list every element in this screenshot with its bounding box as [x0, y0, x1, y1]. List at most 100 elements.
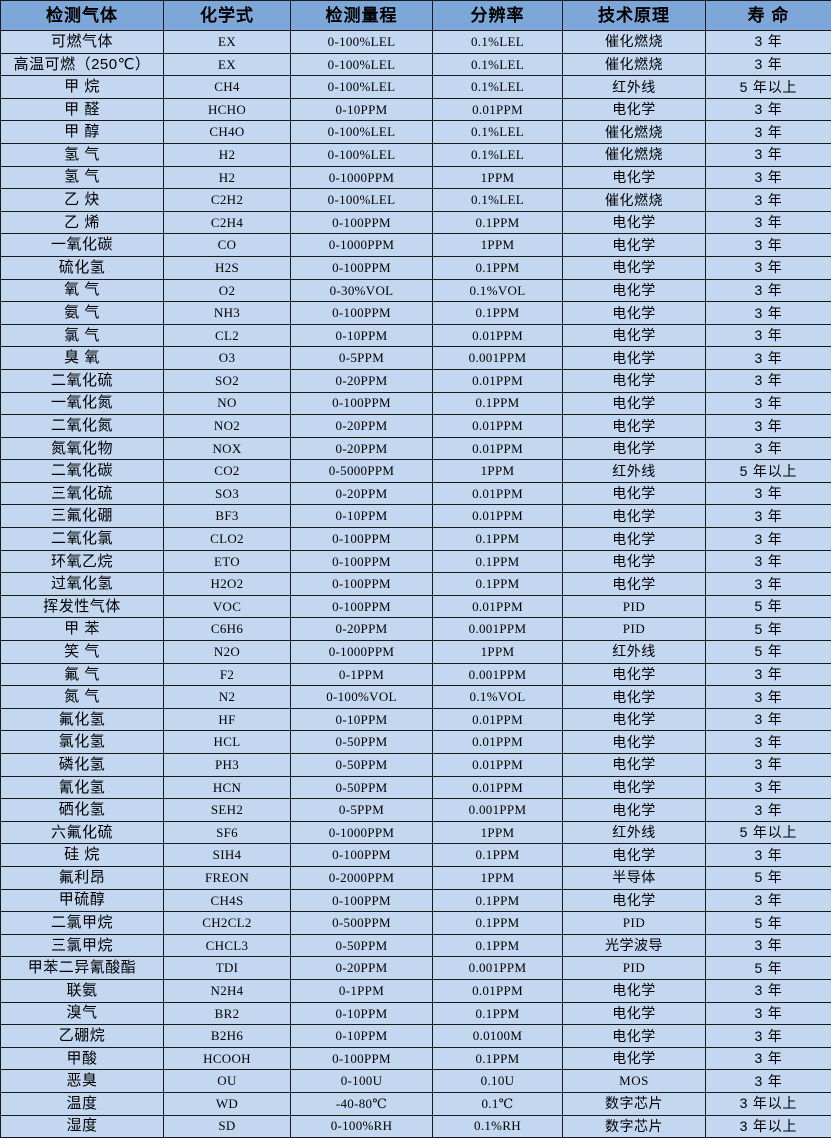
cell-principle: 电化学: [563, 663, 706, 686]
cell-resolution: 1PPM: [433, 866, 563, 889]
cell-principle: 半导体: [563, 866, 706, 889]
cell-resolution: 0.01PPM: [433, 415, 563, 438]
cell-range: 0-50PPM: [291, 754, 433, 777]
cell-principle: 电化学: [563, 528, 706, 551]
cell-life: 3 年: [706, 324, 831, 347]
cell-range: 0-10PPM: [291, 708, 433, 731]
cell-gas: 硅 烷: [1, 844, 164, 867]
cell-life: 3 年: [706, 708, 831, 731]
cell-life: 5 年: [706, 866, 831, 889]
cell-range: 0-5PPM: [291, 799, 433, 822]
cell-principle: 催化燃烧: [563, 189, 706, 212]
cell-life: 3 年: [706, 550, 831, 573]
cell-gas: 二氯甲烷: [1, 912, 164, 935]
cell-gas: 氯 气: [1, 324, 164, 347]
cell-gas: 氢 气: [1, 166, 164, 189]
cell-principle: 电化学: [563, 776, 706, 799]
cell-formula: CH4: [164, 76, 291, 99]
cell-range: 0-1000PPM: [291, 166, 433, 189]
cell-life: 5 年: [706, 957, 831, 980]
cell-resolution: 0.1PPM: [433, 550, 563, 573]
cell-formula: H2S: [164, 256, 291, 279]
cell-gas: 一氧化氮: [1, 392, 164, 415]
cell-principle: 催化燃烧: [563, 53, 706, 76]
cell-gas: 二氧化碳: [1, 460, 164, 483]
cell-range: 0-100PPM: [291, 211, 433, 234]
cell-formula: VOC: [164, 595, 291, 618]
cell-range: 0-50PPM: [291, 776, 433, 799]
cell-gas: 联氨: [1, 979, 164, 1002]
cell-resolution: 0.01PPM: [433, 731, 563, 754]
cell-range: 0-10PPM: [291, 324, 433, 347]
cell-principle: 电化学: [563, 392, 706, 415]
cell-resolution: 0.01PPM: [433, 979, 563, 1002]
column-header-gas: 检测气体: [1, 1, 164, 31]
cell-gas: 高温可燃（250℃）: [1, 53, 164, 76]
cell-life: 3 年: [706, 934, 831, 957]
cell-resolution: 0.01PPM: [433, 369, 563, 392]
cell-range: 0-100%LEL: [291, 53, 433, 76]
cell-formula: EX: [164, 31, 291, 54]
cell-gas: 恶臭: [1, 1070, 164, 1093]
cell-principle: 电化学: [563, 256, 706, 279]
cell-range: 0-5PPM: [291, 347, 433, 370]
cell-range: 0-100PPM: [291, 302, 433, 325]
cell-range: 0-100%VOL: [291, 686, 433, 709]
cell-life: 3 年: [706, 799, 831, 822]
cell-range: 0-50PPM: [291, 934, 433, 957]
cell-life: 3 年: [706, 415, 831, 438]
cell-principle: 数字芯片: [563, 1115, 706, 1138]
cell-formula: OU: [164, 1070, 291, 1093]
cell-gas: 一氧化碳: [1, 234, 164, 257]
cell-principle: PID: [563, 595, 706, 618]
cell-range: 0-10PPM: [291, 1002, 433, 1025]
cell-formula: CL2: [164, 324, 291, 347]
cell-life: 3 年以上: [706, 1092, 831, 1115]
cell-formula: CHCL3: [164, 934, 291, 957]
cell-principle: 红外线: [563, 460, 706, 483]
cell-resolution: 0.1PPM: [433, 211, 563, 234]
cell-life: 3 年: [706, 754, 831, 777]
cell-gas: 甲苯二异氰酸酯: [1, 957, 164, 980]
cell-formula: SIH4: [164, 844, 291, 867]
cell-formula: NO: [164, 392, 291, 415]
cell-formula: PH3: [164, 754, 291, 777]
column-header-range: 检测量程: [291, 1, 433, 31]
cell-life: 3 年: [706, 528, 831, 551]
cell-life: 3 年: [706, 1002, 831, 1025]
column-header-resolution: 分辨率: [433, 1, 563, 31]
cell-resolution: 0.1PPM: [433, 934, 563, 957]
cell-life: 3 年: [706, 98, 831, 121]
cell-principle: PID: [563, 912, 706, 935]
cell-range: 0-100PPM: [291, 889, 433, 912]
cell-gas: 甲 苯: [1, 618, 164, 641]
cell-life: 3 年: [706, 505, 831, 528]
cell-range: 0-20PPM: [291, 415, 433, 438]
cell-gas: 三氟化硼: [1, 505, 164, 528]
cell-resolution: 0.1PPM: [433, 528, 563, 551]
cell-formula: CH4O: [164, 121, 291, 144]
cell-formula: FREON: [164, 866, 291, 889]
cell-range: 0-100PPM: [291, 1047, 433, 1070]
cell-resolution: 0.1%RH: [433, 1115, 563, 1138]
cell-range: 0-100PPM: [291, 528, 433, 551]
cell-resolution: 0.1PPM: [433, 256, 563, 279]
cell-resolution: 0.01PPM: [433, 482, 563, 505]
cell-range: 0-10PPM: [291, 98, 433, 121]
cell-life: 3 年: [706, 279, 831, 302]
